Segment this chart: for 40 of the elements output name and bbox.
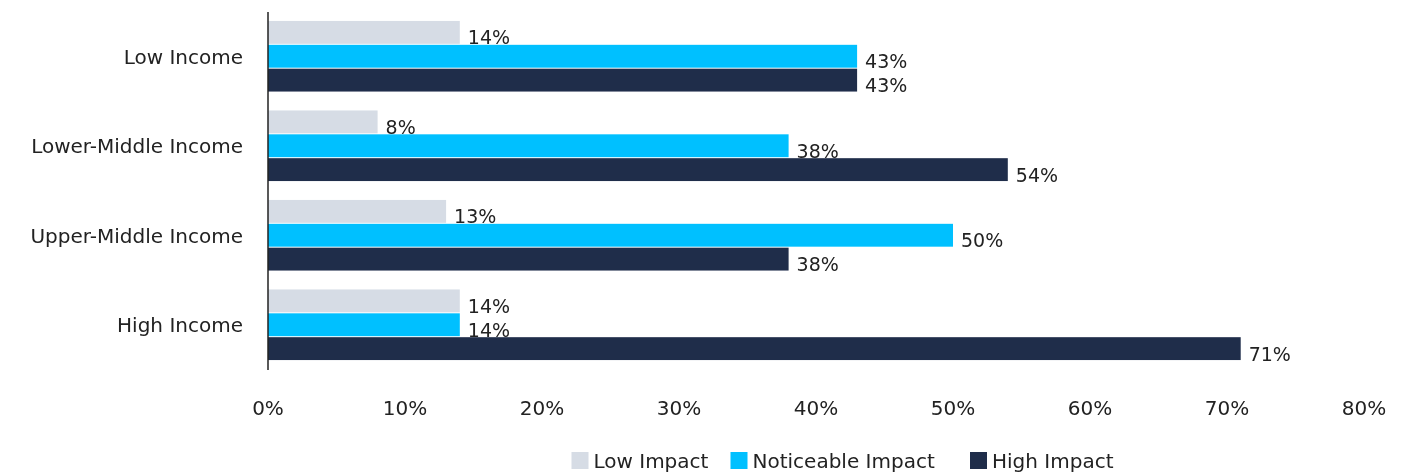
- legend-label: Noticeable Impact: [752, 449, 935, 473]
- x-tick-label: 10%: [382, 396, 428, 420]
- x-tick-label: 30%: [656, 396, 702, 420]
- bar: [268, 313, 460, 337]
- bar: [268, 337, 1241, 361]
- y-tick-label: Lower-Middle Income: [31, 134, 243, 159]
- bar: [268, 289, 460, 313]
- bar: [268, 223, 953, 247]
- bar: [268, 134, 789, 158]
- data-label: 14%: [467, 26, 511, 49]
- data-label: 13%: [454, 205, 497, 228]
- y-tick-label: Upper-Middle Income: [30, 223, 243, 248]
- data-label: 43%: [865, 74, 908, 97]
- bar: [268, 68, 858, 92]
- x-tick-label: 60%: [1067, 396, 1113, 420]
- data-label: 43%: [865, 50, 908, 73]
- legend-label: Low Impact: [593, 449, 709, 473]
- x-tick-label: 80%: [1341, 396, 1387, 420]
- data-label: 8%: [385, 115, 416, 138]
- bar: [268, 247, 789, 271]
- x-tick-label: 50%: [930, 396, 976, 420]
- data-label: 38%: [796, 253, 839, 276]
- legend-label: High Impact: [992, 449, 1114, 473]
- bar: [268, 199, 447, 223]
- data-label: 71%: [1248, 342, 1291, 365]
- bar: [268, 110, 378, 134]
- data-label: 50%: [961, 229, 1004, 252]
- data-label: 14%: [467, 294, 511, 317]
- bar: [268, 158, 1008, 182]
- data-label: 54%: [1015, 163, 1059, 186]
- bar: [268, 20, 460, 44]
- x-tick-label: 40%: [793, 396, 839, 420]
- y-tick-label: High Income: [117, 313, 243, 338]
- bar: [268, 44, 858, 68]
- data-label: 14%: [467, 318, 511, 341]
- x-tick-label: 0%: [252, 396, 284, 420]
- x-tick-label: 70%: [1204, 396, 1250, 420]
- data-label: 38%: [796, 139, 839, 162]
- x-tick-label: 20%: [519, 396, 565, 420]
- y-tick-label: Low Income: [123, 44, 243, 69]
